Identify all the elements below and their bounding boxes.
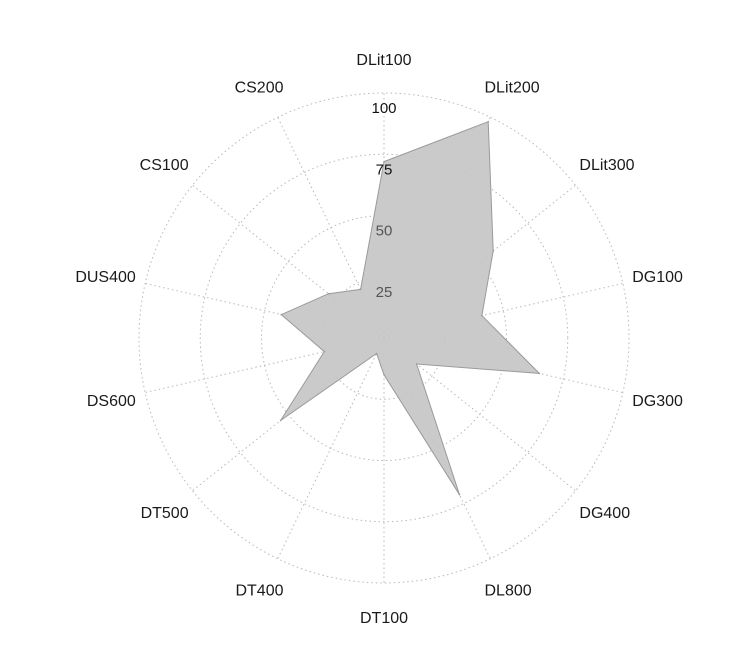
data-point-dt400 [375, 352, 378, 355]
tick-label-25: 25 [376, 284, 393, 301]
data-point-dg300 [538, 372, 541, 375]
axis-label-cs100: CS100 [140, 157, 189, 174]
radar-series-layer [279, 120, 541, 496]
radial-tick-labels: 25 50 75 100 [371, 100, 396, 301]
data-point-dus400 [280, 313, 283, 316]
axis-label-dg100: DG100 [632, 269, 683, 286]
data-point-cs200 [359, 288, 362, 291]
series-area-0 [280, 120, 541, 495]
tick-label-75: 75 [376, 161, 393, 178]
axis-label-ds600: DS600 [87, 393, 136, 410]
axis-label-dus400: DUS400 [75, 269, 136, 286]
data-point-dt100 [383, 374, 385, 376]
axis-label-dlit200: DLit200 [485, 80, 540, 97]
data-point-dlit100 [383, 160, 385, 163]
tick-label-100: 100 [371, 100, 396, 117]
category-labels: DLit100 DLit200 DLit300 DG100 DG300 DG400 DL80… [75, 52, 683, 627]
axis-label-dt400: DT400 [235, 582, 283, 599]
axis-label-dt100: DT100 [360, 610, 408, 627]
data-point-cs100 [327, 292, 330, 295]
axis-label-dg300: DG300 [632, 393, 683, 410]
data-point-dt500 [279, 419, 282, 422]
axis-label-dlit300: DLit300 [579, 157, 634, 174]
data-point-dg100 [481, 314, 483, 317]
data-point-dg400 [415, 363, 418, 365]
grid-ring-75 [199, 153, 569, 523]
grid-spoke-dt400 [277, 337, 385, 559]
axis-label-cs200: CS200 [235, 80, 284, 97]
data-point-dl800 [458, 493, 461, 496]
data-point-ds600 [323, 350, 326, 353]
axis-label-dt500: DT500 [141, 505, 189, 522]
data-point-dlit200 [487, 120, 490, 123]
axis-label-dg400: DG400 [579, 505, 630, 522]
grid-ring-100 [138, 92, 630, 584]
axis-label-dlit100: DLit100 [356, 52, 411, 69]
axis-label-dl800: DL800 [485, 582, 532, 599]
tick-label-50: 50 [376, 223, 393, 240]
data-point-dlit300 [492, 250, 495, 252]
